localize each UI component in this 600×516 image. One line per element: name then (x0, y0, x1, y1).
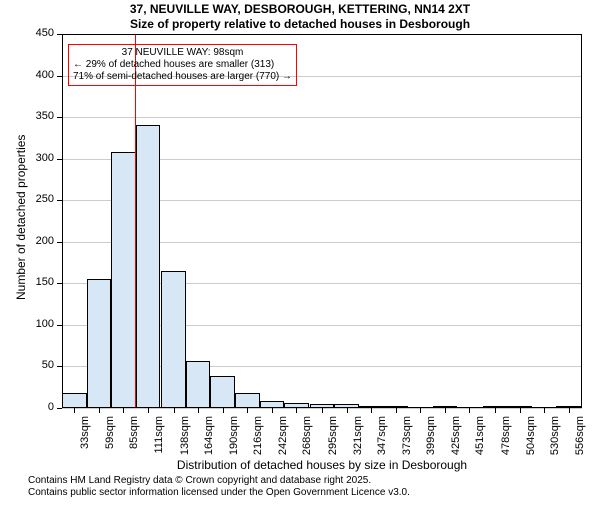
y-tick-label: 400 (0, 69, 54, 81)
x-tick (148, 408, 149, 413)
x-tick-label: 321sqm (352, 416, 364, 516)
chart-title-1: 37, NEUVILLE WAY, DESBOROUGH, KETTERING,… (0, 2, 600, 16)
callout-box: 37 NEUVILLE WAY: 98sqm← 29% of detached … (68, 44, 297, 86)
x-tick (569, 408, 570, 413)
y-tick-label: 150 (0, 276, 54, 288)
y-tick (57, 117, 62, 118)
histogram-bar (87, 279, 112, 408)
y-tick (57, 200, 62, 201)
x-tick-label: 451sqm (474, 416, 486, 516)
callout-line-1: 37 NEUVILLE WAY: 98sqm (73, 47, 292, 59)
histogram-bar (260, 401, 285, 408)
x-tick-label: 295sqm (327, 416, 339, 516)
y-tick (57, 34, 62, 35)
y-tick-label: 0 (0, 401, 54, 413)
y-tick (57, 242, 62, 243)
x-tick (322, 408, 323, 413)
y-tick-label: 300 (0, 152, 54, 164)
x-tick-label: 85sqm (128, 416, 140, 516)
x-tick-label: 425sqm (450, 416, 462, 516)
histogram-chart: { "title1": "37, NEUVILLE WAY, DESBOROUG… (0, 0, 600, 500)
x-tick-label: 556sqm (574, 416, 586, 516)
y-tick-label: 50 (0, 359, 54, 371)
x-tick-label: 530sqm (549, 416, 561, 516)
x-tick (469, 408, 470, 413)
x-tick-label: 138sqm (179, 416, 191, 516)
x-tick (123, 408, 124, 413)
x-tick (371, 408, 372, 413)
x-tick-label: 190sqm (228, 416, 240, 516)
x-tick-label: 216sqm (252, 416, 264, 516)
x-tick-label: 268sqm (301, 416, 313, 516)
reference-line (135, 34, 136, 408)
callout-line-2: ← 29% of detached houses are smaller (31… (73, 59, 292, 71)
y-tick-label: 200 (0, 235, 54, 247)
y-tick (57, 159, 62, 160)
callout-line-3: 71% of semi-detached houses are larger (… (73, 71, 292, 83)
x-tick (544, 408, 545, 413)
x-tick (347, 408, 348, 413)
gridline (62, 117, 582, 118)
y-tick (57, 325, 62, 326)
x-tick-label: 111sqm (153, 416, 165, 516)
x-tick-label: 59sqm (104, 416, 116, 516)
x-tick-label: 33sqm (79, 416, 91, 516)
x-tick (520, 408, 521, 413)
x-tick (223, 408, 224, 413)
y-tick (57, 408, 62, 409)
histogram-bar (210, 376, 235, 408)
x-tick-label: 164sqm (203, 416, 215, 516)
x-tick (74, 408, 75, 413)
y-tick (57, 76, 62, 77)
y-tick-label: 350 (0, 110, 54, 122)
x-tick-label: 504sqm (525, 416, 537, 516)
x-tick (247, 408, 248, 413)
histogram-bar (62, 393, 87, 408)
histogram-bar (111, 152, 136, 408)
x-tick-label: 242sqm (277, 416, 289, 516)
x-tick (396, 408, 397, 413)
x-tick-label: 399sqm (425, 416, 437, 516)
x-tick (445, 408, 446, 413)
chart-title-2: Size of property relative to detached ho… (0, 17, 600, 31)
x-tick-label: 373sqm (401, 416, 413, 516)
x-tick-label: 347sqm (376, 416, 388, 516)
histogram-bar (186, 361, 211, 408)
y-tick (57, 366, 62, 367)
x-tick (99, 408, 100, 413)
y-tick (57, 283, 62, 284)
y-tick-label: 250 (0, 193, 54, 205)
x-tick (174, 408, 175, 413)
gridline (62, 34, 582, 35)
y-tick-label: 450 (0, 27, 54, 39)
x-tick-label: 478sqm (500, 416, 512, 516)
x-tick (495, 408, 496, 413)
y-tick-label: 100 (0, 318, 54, 330)
x-tick (420, 408, 421, 413)
histogram-bar (136, 125, 161, 408)
x-tick (198, 408, 199, 413)
histogram-bar (161, 271, 186, 408)
x-tick (272, 408, 273, 413)
histogram-bar (235, 393, 260, 408)
x-tick (296, 408, 297, 413)
